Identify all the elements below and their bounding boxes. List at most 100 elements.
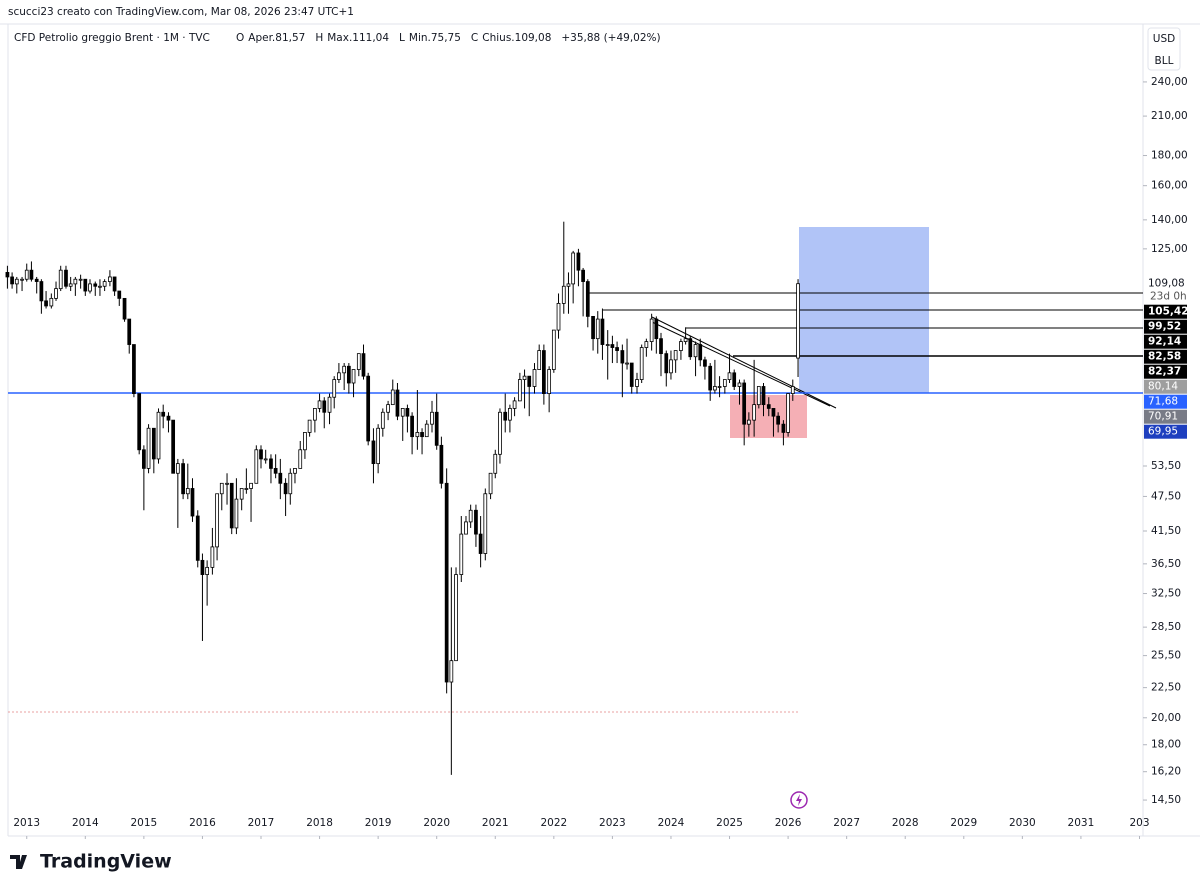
x-tick-label: 2019 [365, 817, 392, 829]
candle-body [498, 411, 502, 455]
candle-body [166, 415, 171, 421]
candle-body [244, 488, 249, 490]
candle-body [239, 488, 244, 500]
candles [5, 221, 800, 775]
y-tick-label: 210,00 [1151, 110, 1188, 122]
x-tick-label: 2022 [540, 817, 567, 829]
labels: 14,50 16,20 18,00 20,00 22,50 25,50 28,50 32,50… [13, 76, 1189, 839]
candle-body [210, 546, 215, 568]
candle-body [161, 411, 166, 417]
candle-body [605, 344, 610, 346]
candle-body [635, 379, 639, 387]
candle-body [796, 283, 800, 359]
brand: TradingView [40, 851, 172, 873]
candle-body [307, 419, 312, 433]
candle-body [200, 559, 205, 575]
candle-body [88, 283, 92, 292]
candle-body [551, 329, 556, 370]
candle-body [444, 482, 449, 683]
candle-body [625, 362, 629, 365]
candle-body [737, 382, 742, 387]
candle-body [395, 389, 400, 417]
y-tick-label: 47,50 [1151, 490, 1181, 502]
currency-box[interactable] [1147, 27, 1181, 71]
candle-body [34, 278, 39, 282]
candle-body [512, 400, 517, 409]
x-tick-label: 2020 [423, 817, 450, 829]
candle-body [693, 344, 698, 358]
currency: USD [1153, 33, 1175, 45]
candle-body [673, 350, 678, 361]
candle-body [790, 386, 795, 394]
candle-body [234, 498, 239, 529]
y-tick-label: 22,50 [1151, 682, 1181, 694]
candle-body [356, 353, 361, 370]
price-label-box [1144, 394, 1187, 409]
candle-body [259, 449, 263, 460]
legend-item: O [236, 32, 244, 44]
candle-body [508, 408, 512, 421]
candle-body [181, 463, 185, 495]
candle-body [493, 453, 498, 474]
candle-body [713, 386, 717, 391]
candle-body [722, 379, 727, 387]
candle-body [273, 468, 278, 474]
legend: O Aper.81,57 H Max.111,04 L Min.75,75 C Chius.1… [236, 32, 661, 44]
price-label: 105,42 [1148, 306, 1189, 318]
candle-body [117, 290, 122, 299]
candle-body [78, 278, 83, 281]
x-tick-label: 2013 [13, 817, 40, 829]
candle-body [503, 411, 508, 421]
candle-body [185, 488, 190, 495]
y-tick-label: 14,50 [1151, 794, 1181, 806]
x-tick-label: 2024 [658, 817, 685, 829]
candle-body [571, 252, 576, 285]
candle-body [64, 269, 68, 287]
candle-body [102, 281, 107, 287]
candle-body [137, 393, 142, 451]
candle-body [112, 276, 117, 292]
candle-body [49, 297, 54, 307]
candle-body [698, 344, 703, 361]
x-tick-label: 2023 [599, 817, 626, 829]
candle-body [108, 276, 112, 282]
candle-body [542, 350, 546, 394]
price-label: 109,08 [1148, 278, 1185, 290]
candle-body [313, 408, 317, 421]
candle-body [205, 566, 209, 575]
candle-body [615, 347, 619, 351]
candle-body [400, 408, 405, 417]
candle-body [142, 449, 146, 469]
candle-body [742, 382, 747, 425]
candle-body [679, 341, 683, 351]
y-tick-label: 32,50 [1151, 588, 1181, 600]
candle-body [249, 482, 253, 489]
x-tick-label: 2030 [1009, 817, 1036, 829]
candle-body [644, 341, 649, 348]
candle-body [483, 493, 488, 554]
price-label: 92,14 [1148, 336, 1181, 348]
candle-body [639, 347, 644, 380]
candle-body [478, 533, 483, 554]
candle-body [786, 393, 790, 433]
candle-body [54, 288, 58, 299]
candle-body [278, 472, 283, 484]
legend-item: Max.111,04 [327, 32, 389, 44]
event-icon-bolt [796, 794, 802, 806]
candle-body [322, 400, 327, 413]
legend-item: Aper.81,57 [248, 32, 305, 44]
x-tick-label: 2017 [248, 817, 275, 829]
candle-body [317, 400, 322, 409]
candle-body [225, 482, 229, 485]
candle-body [581, 269, 585, 282]
x-tick-label: 2027 [833, 817, 860, 829]
x-tick-label: 2021 [482, 817, 509, 829]
candle-body [654, 318, 659, 340]
candle-body [664, 353, 669, 374]
candle-body [83, 278, 88, 292]
legend-item: +35,88 (+49,02%) [561, 32, 660, 44]
candle-body [73, 278, 78, 285]
candle-body [376, 427, 380, 465]
